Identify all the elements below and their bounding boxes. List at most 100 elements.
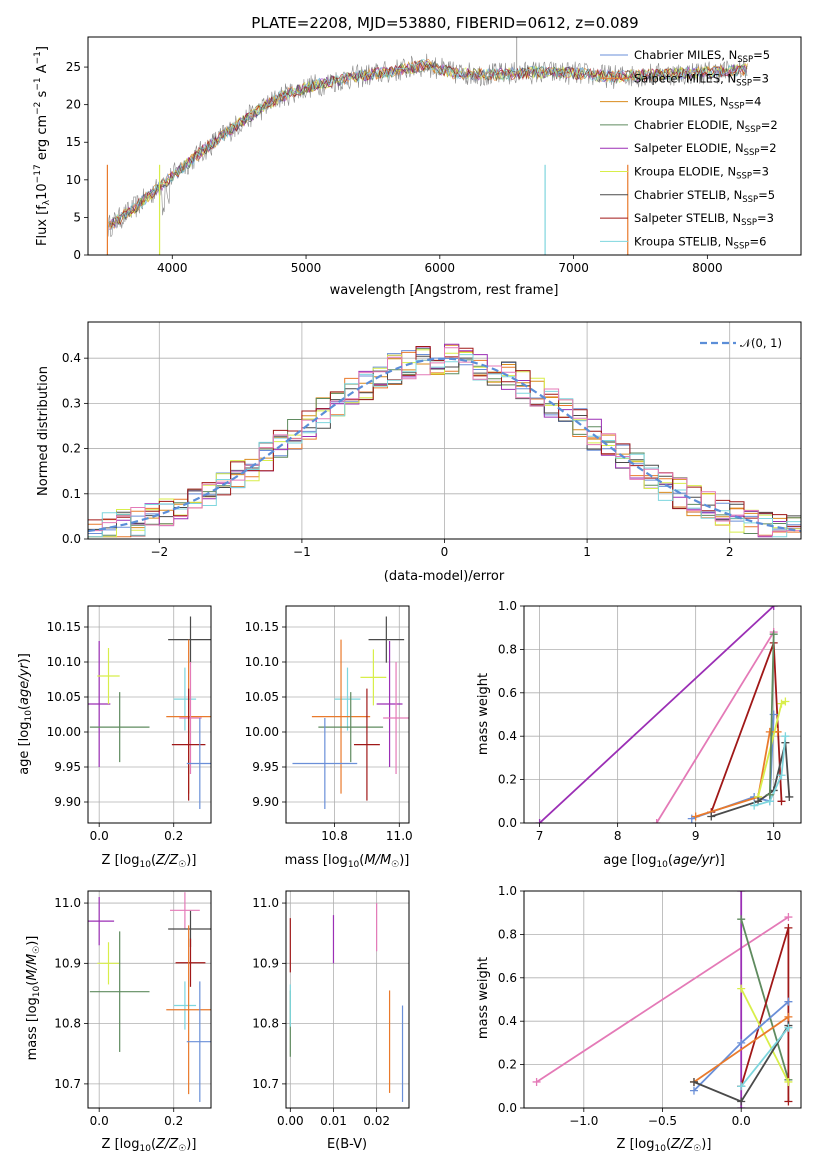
y-tick-label: 10.15 [47,620,81,634]
weight-series [740,918,790,1081]
mass-vs-Z-panel: 0.0 0.2 10.7 10.8 10.9 11.0 Z [log10(Z/Z☉)] m… [25,890,212,1154]
y-tick-label: 10.9 [252,956,279,970]
weight-marker [689,1086,698,1095]
weight-marker [765,727,774,736]
x-tick-label: 4000 [157,261,188,275]
legend-label: Salpeter ELODIE, NSSP=2 [634,141,777,158]
legend: Chabrier MILES, NSSP=5 Salpeter MILES, NS… [600,48,778,251]
massZ-xlabel: Z [log10(Z/Z☉)] [102,1137,197,1154]
x-tick-label: 0.02 [363,1114,390,1128]
data-layer [535,606,794,823]
y-tick-label: 10.8 [252,1017,279,1031]
weight-marker [765,790,774,799]
data-layer [88,892,211,1102]
spectrum-panel: PLATE=2208, MJD=53880, FIBERID=0612, z=0… [33,14,802,298]
axes-frame [87,36,802,256]
y-tick-label: 0.0 [498,816,517,830]
data-layer [292,616,409,809]
x-tick-label: 11.0 [386,829,413,843]
data-layer [88,343,801,538]
axes-frame [523,605,802,824]
weight-marker [532,1077,541,1086]
weight-marker [784,1097,793,1106]
weight-series [655,631,775,823]
y-tick-label: 25 [66,60,81,74]
model-spectrum [110,60,746,230]
model-spectrum [111,59,747,230]
y-tick-label: 1.0 [498,599,517,613]
y-tick-label: 10.15 [245,620,279,634]
weight-series [740,988,790,1083]
x-tick-label: 7 [536,829,544,843]
legend-label: Kroupa STELIB, NSSP=6 [634,234,766,251]
spectrum-ylabel: Flux [fλ10−17 erg cm−2 s−1 A−1] [33,46,52,246]
x-tick-label: 9 [692,829,700,843]
weight-marker [750,801,759,810]
data-layer [289,903,404,1102]
y-tick-label: 0.0 [498,1101,517,1115]
age-vs-Z-panel: 0.0 0.2 9.90 9.95 10.00 10.05 10.10 10.15 Z [lo… [17,605,212,870]
y-tick-label: 10.9 [54,956,81,970]
x-tick-label: 0.00 [277,1114,304,1128]
y-tick-label: 0.6 [498,971,517,985]
y-tick-label: 0.0 [62,532,81,546]
weight-series [753,736,787,807]
weight-marker [535,819,544,823]
data-layer [532,891,793,1108]
mwAge-ylabel: mass weight [476,673,491,755]
age-vs-mass-panel: 10.8 11.0 9.90 9.95 10.00 10.05 10.10 10.15 mas… [245,605,413,870]
x-tick-label: 0.0 [90,829,109,843]
y-tick-label: 0.2 [498,773,517,787]
y-tick-label: 0.2 [62,442,81,456]
y-tick-label: 15 [66,135,81,149]
y-tick-label: 10.05 [245,690,279,704]
histogram-series [88,347,801,537]
weight-marker [737,1038,746,1047]
weight-marker [769,606,778,610]
x-tick-label: −1 [293,545,311,559]
y-tick-label: 10 [66,173,81,187]
axes-frame [87,890,212,1109]
ageZ-ylabel: age [log10(age/yr)] [17,653,34,775]
mwAge-xlabel: age [log10(age/yr)] [603,853,725,870]
weight-marker [737,1097,746,1106]
axes-frame [285,890,410,1109]
y-tick-label: 9.95 [54,760,81,774]
ageM-xlabel: mass [log10(M/M☉)] [285,853,410,870]
y-tick-label: 9.90 [54,795,81,809]
weight-marker [691,812,700,821]
x-tick-label: 0.0 [90,1114,109,1128]
weight-series [536,916,789,1083]
mwZ-ylabel: mass weight [476,957,491,1039]
axes-frame [87,321,802,540]
data-layer [106,37,748,255]
y-tick-label: 0.4 [498,729,517,743]
mass-weight-vs-age-panel: 7 8 9 10 0.0 0.2 0.4 0.6 0.8 1.0 age [log10(age/y… [476,599,802,870]
x-tick-label: 7000 [558,261,589,275]
y-tick-label: 10.7 [252,1077,279,1091]
y-tick-label: 9.90 [252,795,279,809]
legend-label: 𝒩(0, 1) [740,336,782,350]
x-tick-label: 5000 [291,261,322,275]
axes-frame [523,890,802,1109]
y-tick-label: 0.6 [498,686,517,700]
massE-xlabel: E(B-V) [327,1137,367,1152]
residual-ylabel: Normed distribution [36,366,51,496]
weight-marker [737,1082,746,1091]
legend-label: Chabrier MILES, NSSP=5 [634,48,770,65]
ageZ-xlabel: Z [log10(Z/Z☉)] [102,853,197,870]
weight-series [538,606,775,823]
y-tick-label: 10.00 [245,725,279,739]
x-tick-label: 10 [766,829,781,843]
y-tick-label: 0.4 [62,351,81,365]
weight-marker [784,913,793,922]
residual-histogram-panel: −2 −1 0 1 2 0.0 0.1 0.2 0.3 0.4 𝒩(0, 1) (data-mode… [36,321,802,584]
weight-marker [737,915,746,924]
weight-series [740,1027,790,1087]
y-tick-label: 10.7 [54,1077,81,1091]
x-tick-label: 0 [441,545,449,559]
y-tick-label: 1.0 [498,884,517,898]
y-tick-label: 0.4 [498,1014,517,1028]
legend-label: Kroupa ELODIE, NSSP=3 [634,165,769,182]
x-tick-label: 0.2 [164,829,183,843]
